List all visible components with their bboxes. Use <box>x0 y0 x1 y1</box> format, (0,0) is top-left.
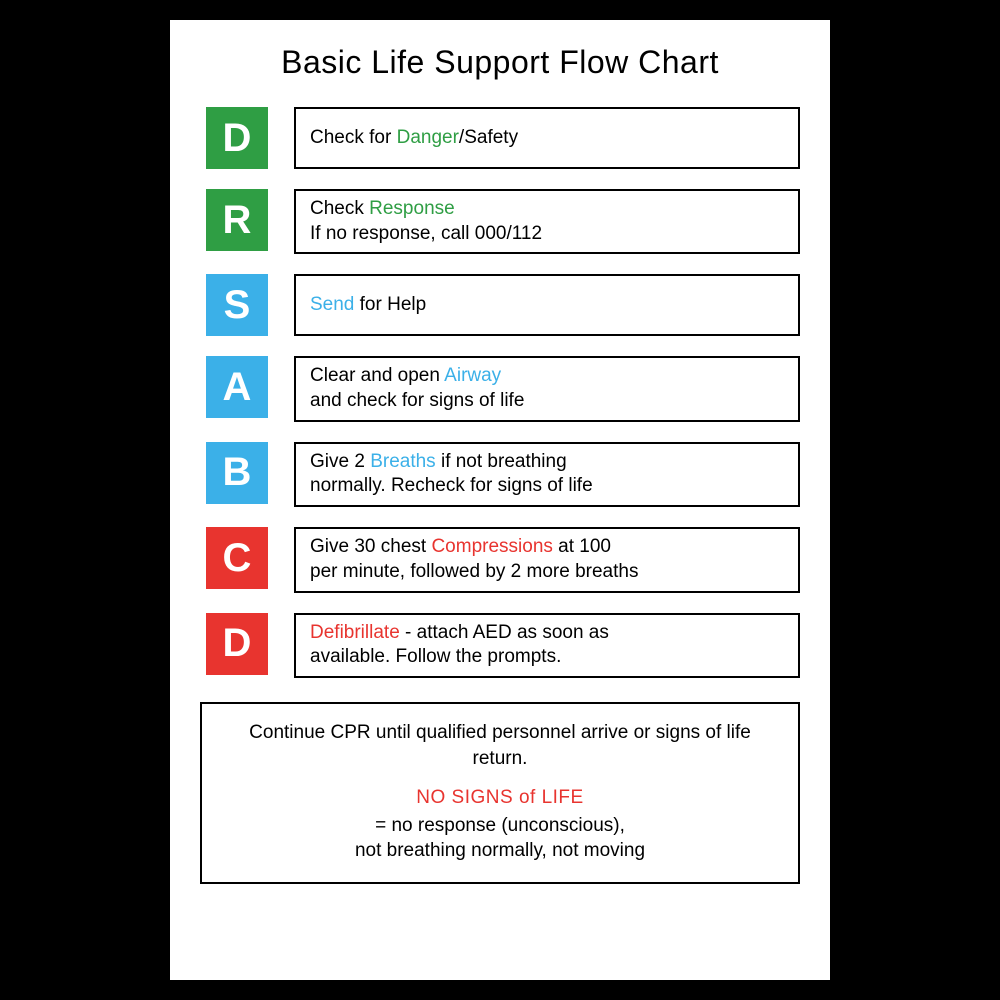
step-description: Check ResponseIf no response, call 000/1… <box>294 189 800 254</box>
text-segment: Defibrillate <box>310 622 400 643</box>
text-segment: Response <box>369 198 455 219</box>
text-segment: if not breathing <box>436 451 567 472</box>
text-segment: Danger <box>397 127 459 148</box>
step-line2: If no response, call 000/112 <box>310 222 784 247</box>
step-row: D Check for Danger/Safety <box>206 107 800 169</box>
step-letter-box: R <box>206 189 268 251</box>
footer-line2: = no response (unconscious), <box>222 813 778 839</box>
step-letter-box: B <box>206 442 268 504</box>
chart-title: Basic Life Support Flow Chart <box>200 44 800 81</box>
step-letter-box: A <box>206 356 268 418</box>
text-segment: Send <box>310 294 354 315</box>
step-row: AClear and open Airwayand check for sign… <box>206 356 800 421</box>
step-row: RCheck ResponseIf no response, call 000/… <box>206 189 800 254</box>
step-letter-box: D <box>206 107 268 169</box>
step-description: Defibrillate - attach AED as soon asavai… <box>294 613 800 678</box>
text-segment: - attach AED as soon as <box>400 622 609 643</box>
step-row: S Send for Help <box>206 274 800 336</box>
step-row: D Defibrillate - attach AED as soon asava… <box>206 613 800 678</box>
step-line2: per minute, followed by 2 more breaths <box>310 560 784 585</box>
text-segment: at 100 <box>553 536 611 557</box>
text-segment: /Safety <box>459 127 518 148</box>
step-line1: Check for Danger/Safety <box>310 126 784 151</box>
step-description: Send for Help <box>294 274 800 336</box>
step-description: Give 30 chest Compressions at 100per min… <box>294 527 800 592</box>
step-description: Check for Danger/Safety <box>294 107 800 169</box>
step-row: CGive 30 chest Compressions at 100per mi… <box>206 527 800 592</box>
step-letter-box: S <box>206 274 268 336</box>
step-line1: Send for Help <box>310 293 784 318</box>
text-segment: Check for <box>310 127 397 148</box>
step-line1: Clear and open Airway <box>310 364 784 389</box>
step-line1: Give 30 chest Compressions at 100 <box>310 535 784 560</box>
step-line2: available. Follow the prompts. <box>310 645 784 670</box>
step-description: Clear and open Airwayand check for signs… <box>294 356 800 421</box>
footer-box: Continue CPR until qualified personnel a… <box>200 702 800 884</box>
step-letter-box: C <box>206 527 268 589</box>
step-line1: Give 2 Breaths if not breathing <box>310 450 784 475</box>
step-line2: normally. Recheck for signs of life <box>310 474 784 499</box>
text-segment: Airway <box>444 365 501 386</box>
text-segment: Compressions <box>431 536 552 557</box>
step-letter-box: D <box>206 613 268 675</box>
step-line2: and check for signs of life <box>310 389 784 414</box>
step-line1: Check Response <box>310 197 784 222</box>
text-segment: Give 2 <box>310 451 370 472</box>
text-segment: Give 30 chest <box>310 536 431 557</box>
text-segment: Check <box>310 198 369 219</box>
footer-line1: Continue CPR until qualified personnel a… <box>222 720 778 771</box>
text-segment: Breaths <box>370 451 435 472</box>
flowchart-poster: Basic Life Support Flow Chart D Check for… <box>170 20 830 980</box>
steps-list: DCheck for Danger/SafetyRCheck ResponseI… <box>200 107 800 678</box>
footer-heading: NO SIGNS of LIFE <box>222 785 778 811</box>
text-segment: for Help <box>354 294 426 315</box>
step-description: Give 2 Breaths if not breathingnormally.… <box>294 442 800 507</box>
footer-line3: not breathing normally, not moving <box>222 838 778 864</box>
step-line1: Defibrillate - attach AED as soon as <box>310 621 784 646</box>
text-segment: Clear and open <box>310 365 444 386</box>
step-row: B Give 2 Breaths if not breathingnormally… <box>206 442 800 507</box>
